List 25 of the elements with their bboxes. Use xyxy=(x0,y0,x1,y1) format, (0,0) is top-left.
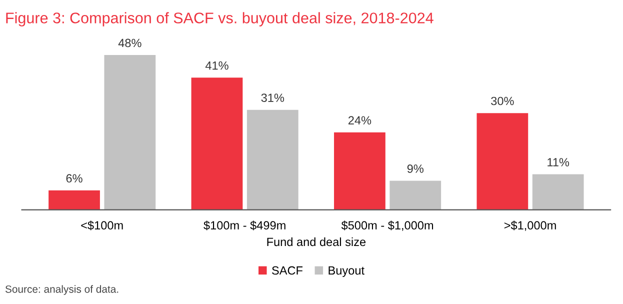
data-label: 41% xyxy=(205,61,228,70)
data-label: 11% xyxy=(548,158,570,166)
bar xyxy=(104,55,156,210)
bar xyxy=(48,190,100,210)
legend-label: Buyout xyxy=(328,266,364,277)
x-tick-label: $100m - $499m xyxy=(204,220,286,230)
x-tick-label: $500m - $1,000m xyxy=(341,220,434,231)
chart-title: Figure 3: Comparison of SACF vs. buyout deal size, 2018-2024 xyxy=(6,12,434,26)
bar xyxy=(246,110,298,210)
data-label: 9% xyxy=(407,164,424,173)
data-label: 31% xyxy=(261,94,284,102)
bar xyxy=(390,180,442,210)
bar xyxy=(191,78,243,210)
bar xyxy=(334,132,386,210)
data-label: 6% xyxy=(66,174,82,183)
x-tick-label: <$100m xyxy=(81,220,123,230)
data-label: 30% xyxy=(491,96,514,106)
legend-label: SACF xyxy=(272,266,302,275)
bar xyxy=(476,113,528,210)
bar xyxy=(532,174,584,210)
x-axis-title: Fund and deal size xyxy=(267,237,366,246)
data-label: 24% xyxy=(348,116,372,124)
data-label: 48% xyxy=(118,38,142,48)
source-note: Source: analysis of data. xyxy=(5,285,118,295)
x-tick-label: >$1,000m xyxy=(504,220,556,231)
